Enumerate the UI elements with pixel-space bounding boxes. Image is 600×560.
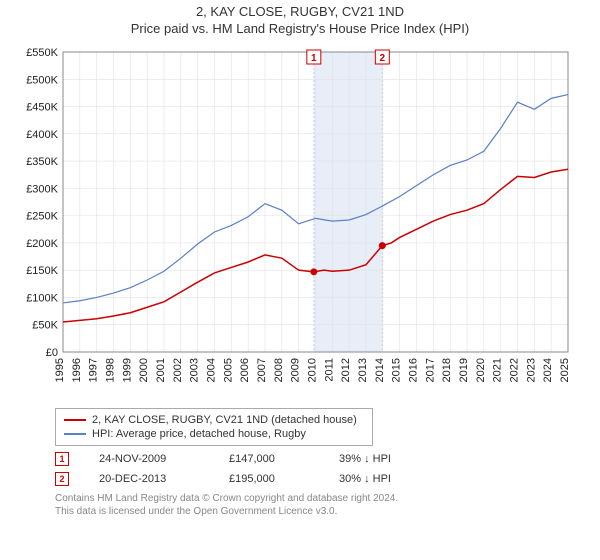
x-tick-label: 2011: [323, 358, 335, 382]
footer-line-1: Contains HM Land Registry data © Crown c…: [55, 492, 600, 505]
sale-marker-id: 1: [55, 452, 69, 466]
legend-swatch: [64, 419, 86, 421]
x-tick-label: 2016: [408, 358, 420, 382]
x-tick-label: 2010: [307, 358, 319, 382]
y-tick-label: £50K: [32, 320, 58, 332]
x-tick-label: 2007: [256, 358, 268, 382]
legend-row: 2, KAY CLOSE, RUGBY, CV21 1ND (detached …: [64, 413, 364, 427]
x-tick-label: 2008: [273, 358, 285, 382]
x-tick-label: 1999: [121, 358, 133, 382]
x-tick-label: 2023: [525, 358, 537, 382]
sale-row: 1 24-NOV-2009 £147,000 39% ↓ HPI: [55, 452, 600, 466]
x-tick-label: 1995: [54, 358, 66, 382]
x-tick-label: 2004: [206, 358, 218, 382]
x-tick-label: 2022: [509, 358, 521, 382]
y-tick-label: £350K: [26, 156, 58, 168]
x-tick-label: 2001: [155, 358, 167, 382]
sale-marker-dot: [379, 242, 386, 249]
y-tick-label: £100K: [26, 292, 58, 304]
x-tick-label: 2005: [222, 358, 234, 382]
footer: Contains HM Land Registry data © Crown c…: [55, 492, 600, 518]
x-tick-label: 2002: [172, 358, 184, 382]
marker-label-text: 1: [311, 53, 317, 64]
y-tick-label: £550K: [26, 47, 58, 59]
x-tick-label: 2019: [458, 358, 470, 382]
sales-list: 1 24-NOV-2009 £147,000 39% ↓ HPI 2 20-DEC-201…: [0, 452, 600, 486]
x-tick-label: 2000: [138, 358, 150, 382]
sale-price: £147,000: [229, 453, 309, 465]
sale-diff: 39% ↓ HPI: [339, 453, 391, 465]
line-chart: £0 £50K £100K £150K £200K £250K £300K £350K £400…: [15, 42, 585, 402]
y-tick-label: £300K: [26, 183, 58, 195]
legend-swatch: [64, 433, 86, 435]
marker-label-text: 2: [380, 53, 386, 64]
y-tick-label: £500K: [26, 74, 58, 86]
chart-area: £0 £50K £100K £150K £200K £250K £300K £350K £400…: [15, 42, 585, 402]
x-tick-label: 2009: [290, 358, 302, 382]
sale-price: £195,000: [229, 473, 309, 485]
chart-subtitle: Price paid vs. HM Land Registry's House …: [0, 21, 600, 36]
x-tick-label: 2006: [239, 358, 251, 382]
legend: 2, KAY CLOSE, RUGBY, CV21 1ND (detached …: [55, 408, 373, 446]
y-tick-label: £0: [46, 347, 58, 359]
sale-date: 24-NOV-2009: [99, 453, 199, 465]
sale-marker-id: 2: [55, 472, 69, 486]
x-tick-label: 1996: [71, 358, 83, 382]
y-tick-label: £250K: [26, 211, 58, 223]
x-tick-label: 1998: [105, 358, 117, 382]
x-tick-label: 2018: [441, 358, 453, 382]
x-tick-label: 1997: [88, 358, 100, 382]
legend-row: HPI: Average price, detached house, Rugb…: [64, 427, 364, 441]
chart-title: 2, KAY CLOSE, RUGBY, CV21 1ND: [0, 4, 600, 19]
x-tick-label: 2020: [475, 358, 487, 382]
y-tick-label: £450K: [26, 102, 58, 114]
legend-label: HPI: Average price, detached house, Rugb…: [92, 428, 306, 440]
highlight-band: [314, 52, 383, 352]
sale-row: 2 20-DEC-2013 £195,000 30% ↓ HPI: [55, 472, 600, 486]
y-tick-label: £400K: [26, 129, 58, 141]
x-tick-label: 2015: [391, 358, 403, 382]
x-tick-label: 2013: [357, 358, 369, 382]
sale-marker-dot: [310, 268, 317, 275]
x-tick-label: 2025: [559, 358, 571, 382]
sale-date: 20-DEC-2013: [99, 473, 199, 485]
footer-line-2: This data is licensed under the Open Gov…: [55, 505, 600, 518]
sale-diff: 30% ↓ HPI: [339, 473, 391, 485]
x-tick-label: 2012: [340, 358, 352, 382]
y-tick-label: £200K: [26, 238, 58, 250]
legend-label: 2, KAY CLOSE, RUGBY, CV21 1ND (detached …: [92, 414, 357, 426]
x-tick-label: 2003: [189, 358, 201, 382]
x-tick-label: 2014: [374, 358, 386, 382]
x-tick-label: 2017: [424, 358, 436, 382]
y-tick-label: £150K: [26, 265, 58, 277]
x-tick-label: 2024: [542, 358, 554, 382]
x-tick-label: 2021: [492, 358, 504, 382]
